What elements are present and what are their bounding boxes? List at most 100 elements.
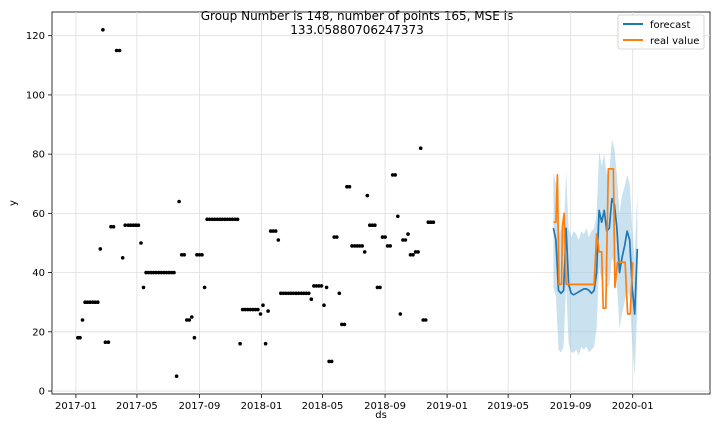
observed-point [129, 223, 133, 227]
chart-title-line-1: Group Number is 148, number of points 16… [201, 9, 514, 23]
observed-point [284, 291, 288, 296]
observed-point [329, 359, 334, 364]
observed-point [355, 244, 359, 248]
observed-point [174, 374, 179, 379]
observed-point [286, 291, 291, 296]
y-tick-label: 120 [26, 31, 45, 42]
observed-point [263, 341, 268, 346]
observed-point [207, 217, 212, 222]
observed-point [390, 173, 395, 177]
observed-point [416, 250, 420, 254]
observed-point [233, 217, 237, 222]
x-axis-label: ds [375, 410, 387, 421]
observed-point [426, 220, 431, 224]
observed-point [248, 307, 253, 312]
x-tick-label: 2017-01 [55, 401, 97, 412]
observed-point [289, 291, 293, 296]
observed-point [253, 307, 258, 312]
observed-point [380, 235, 385, 239]
observed-point [123, 223, 127, 227]
observed-point [154, 270, 158, 275]
observed-point [393, 173, 398, 177]
observed-point [324, 285, 329, 290]
observed-point [352, 244, 357, 248]
observed-point [187, 318, 192, 322]
observed-point [281, 291, 286, 296]
observed-point [120, 255, 125, 260]
x-tick-label: 2017-09 [179, 401, 221, 412]
observed-point [429, 220, 433, 224]
x-tick-label: 2020-01 [612, 401, 654, 412]
observed-point [362, 250, 367, 254]
observed-point [83, 300, 87, 305]
observed-point [205, 217, 209, 222]
observed-point [317, 284, 321, 288]
x-tick-label: 2019-05 [487, 401, 529, 412]
observed-points [76, 28, 436, 379]
observed-point [202, 285, 207, 290]
observed-point [192, 335, 197, 340]
observed-point [141, 285, 146, 290]
x-tick-label: 2019-01 [426, 401, 468, 412]
observed-point [139, 241, 143, 245]
observed-point [235, 217, 240, 222]
observed-point [80, 318, 85, 322]
observed-point [268, 229, 273, 233]
forecast-line [552, 197, 639, 315]
observed-point [177, 199, 181, 204]
observed-point [413, 250, 418, 254]
observed-point [403, 238, 408, 242]
observed-point [347, 184, 352, 189]
observed-point [169, 270, 174, 275]
legend: forecast real value [617, 14, 705, 50]
observed-point [342, 322, 347, 327]
observed-point [337, 291, 342, 296]
observed-point [106, 340, 111, 345]
observed-point [109, 224, 113, 229]
observed-point [101, 28, 105, 32]
observed-point [246, 307, 250, 312]
observed-point [146, 270, 151, 275]
chart-title: Group Number is 148, number of points 16… [201, 9, 514, 37]
observed-point [85, 300, 90, 305]
y-axis-ticks: 0 20 40 60 80 100 120 [26, 31, 52, 398]
observed-point [243, 307, 247, 312]
observed-point [360, 244, 365, 248]
observed-point [212, 217, 217, 222]
observed-point [225, 217, 230, 222]
observed-point [299, 291, 304, 296]
observed-point [375, 285, 380, 290]
x-tick-label: 2018-01 [241, 401, 283, 412]
observed-point [408, 253, 413, 257]
observed-point [423, 318, 428, 322]
y-tick-label: 20 [32, 327, 45, 338]
observed-point [388, 244, 393, 248]
x-tick-label: 2018-09 [364, 401, 406, 412]
observed-point [279, 291, 283, 296]
observed-point [195, 253, 199, 257]
observed-point [273, 229, 278, 233]
y-axis-label: y [8, 200, 19, 206]
observed-point [345, 184, 349, 189]
observed-point [103, 340, 108, 345]
observed-point [164, 270, 169, 275]
real-value-series [553, 168, 634, 315]
observed-point [134, 223, 138, 227]
observed-point [220, 217, 225, 222]
observed-point [350, 244, 354, 248]
observed-point [256, 307, 260, 312]
observed-point [144, 270, 148, 275]
observed-point [151, 270, 156, 275]
observed-point [197, 253, 202, 257]
observed-point [322, 303, 326, 308]
observed-point [291, 291, 296, 296]
observed-point [304, 291, 309, 296]
observed-point [276, 238, 281, 242]
observed-point [117, 48, 122, 53]
observed-point [335, 235, 339, 239]
observed-point [162, 270, 166, 275]
observed-point [179, 253, 184, 257]
observed-point [357, 244, 362, 248]
observed-point [182, 253, 186, 257]
observed-point [385, 244, 390, 248]
